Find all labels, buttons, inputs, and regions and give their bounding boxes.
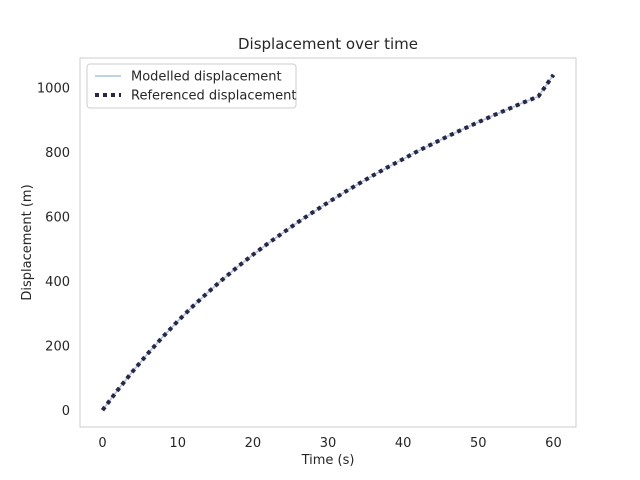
y-tick-label: 1000 <box>37 82 70 97</box>
x-tick-label: 40 <box>395 436 412 451</box>
y-axis-label: Displacement (m) <box>20 184 35 300</box>
series-line-modelled <box>101 74 555 411</box>
x-tick-label: 60 <box>545 436 562 451</box>
x-axis-label: Time (s) <box>301 453 355 468</box>
x-tick-label: 20 <box>245 436 262 451</box>
legend: Modelled displacement Referenced displac… <box>86 63 297 109</box>
legend-label-modelled: Modelled displacement <box>131 70 282 85</box>
legend-label-referenced: Referenced displacement <box>131 89 296 104</box>
legend-box <box>86 63 297 109</box>
y-tick-label: 0 <box>62 404 70 419</box>
y-tick-label: 800 <box>45 146 70 161</box>
x-tick-label: 10 <box>169 436 186 451</box>
series-layer <box>100 73 556 412</box>
y-tick-label: 600 <box>45 211 70 226</box>
x-ticks: 0 10 20 30 40 50 60 <box>98 436 561 451</box>
plot-frame <box>79 57 577 428</box>
x-tick-label: 30 <box>320 436 337 451</box>
y-tick-label: 200 <box>45 340 70 355</box>
x-tick-label: 0 <box>98 436 106 451</box>
y-ticks: 0 200 400 600 800 1000 <box>37 82 70 420</box>
x-tick-label: 50 <box>470 436 487 451</box>
chart-title: Displacement over time <box>238 35 418 53</box>
y-tick-label: 400 <box>45 275 70 290</box>
